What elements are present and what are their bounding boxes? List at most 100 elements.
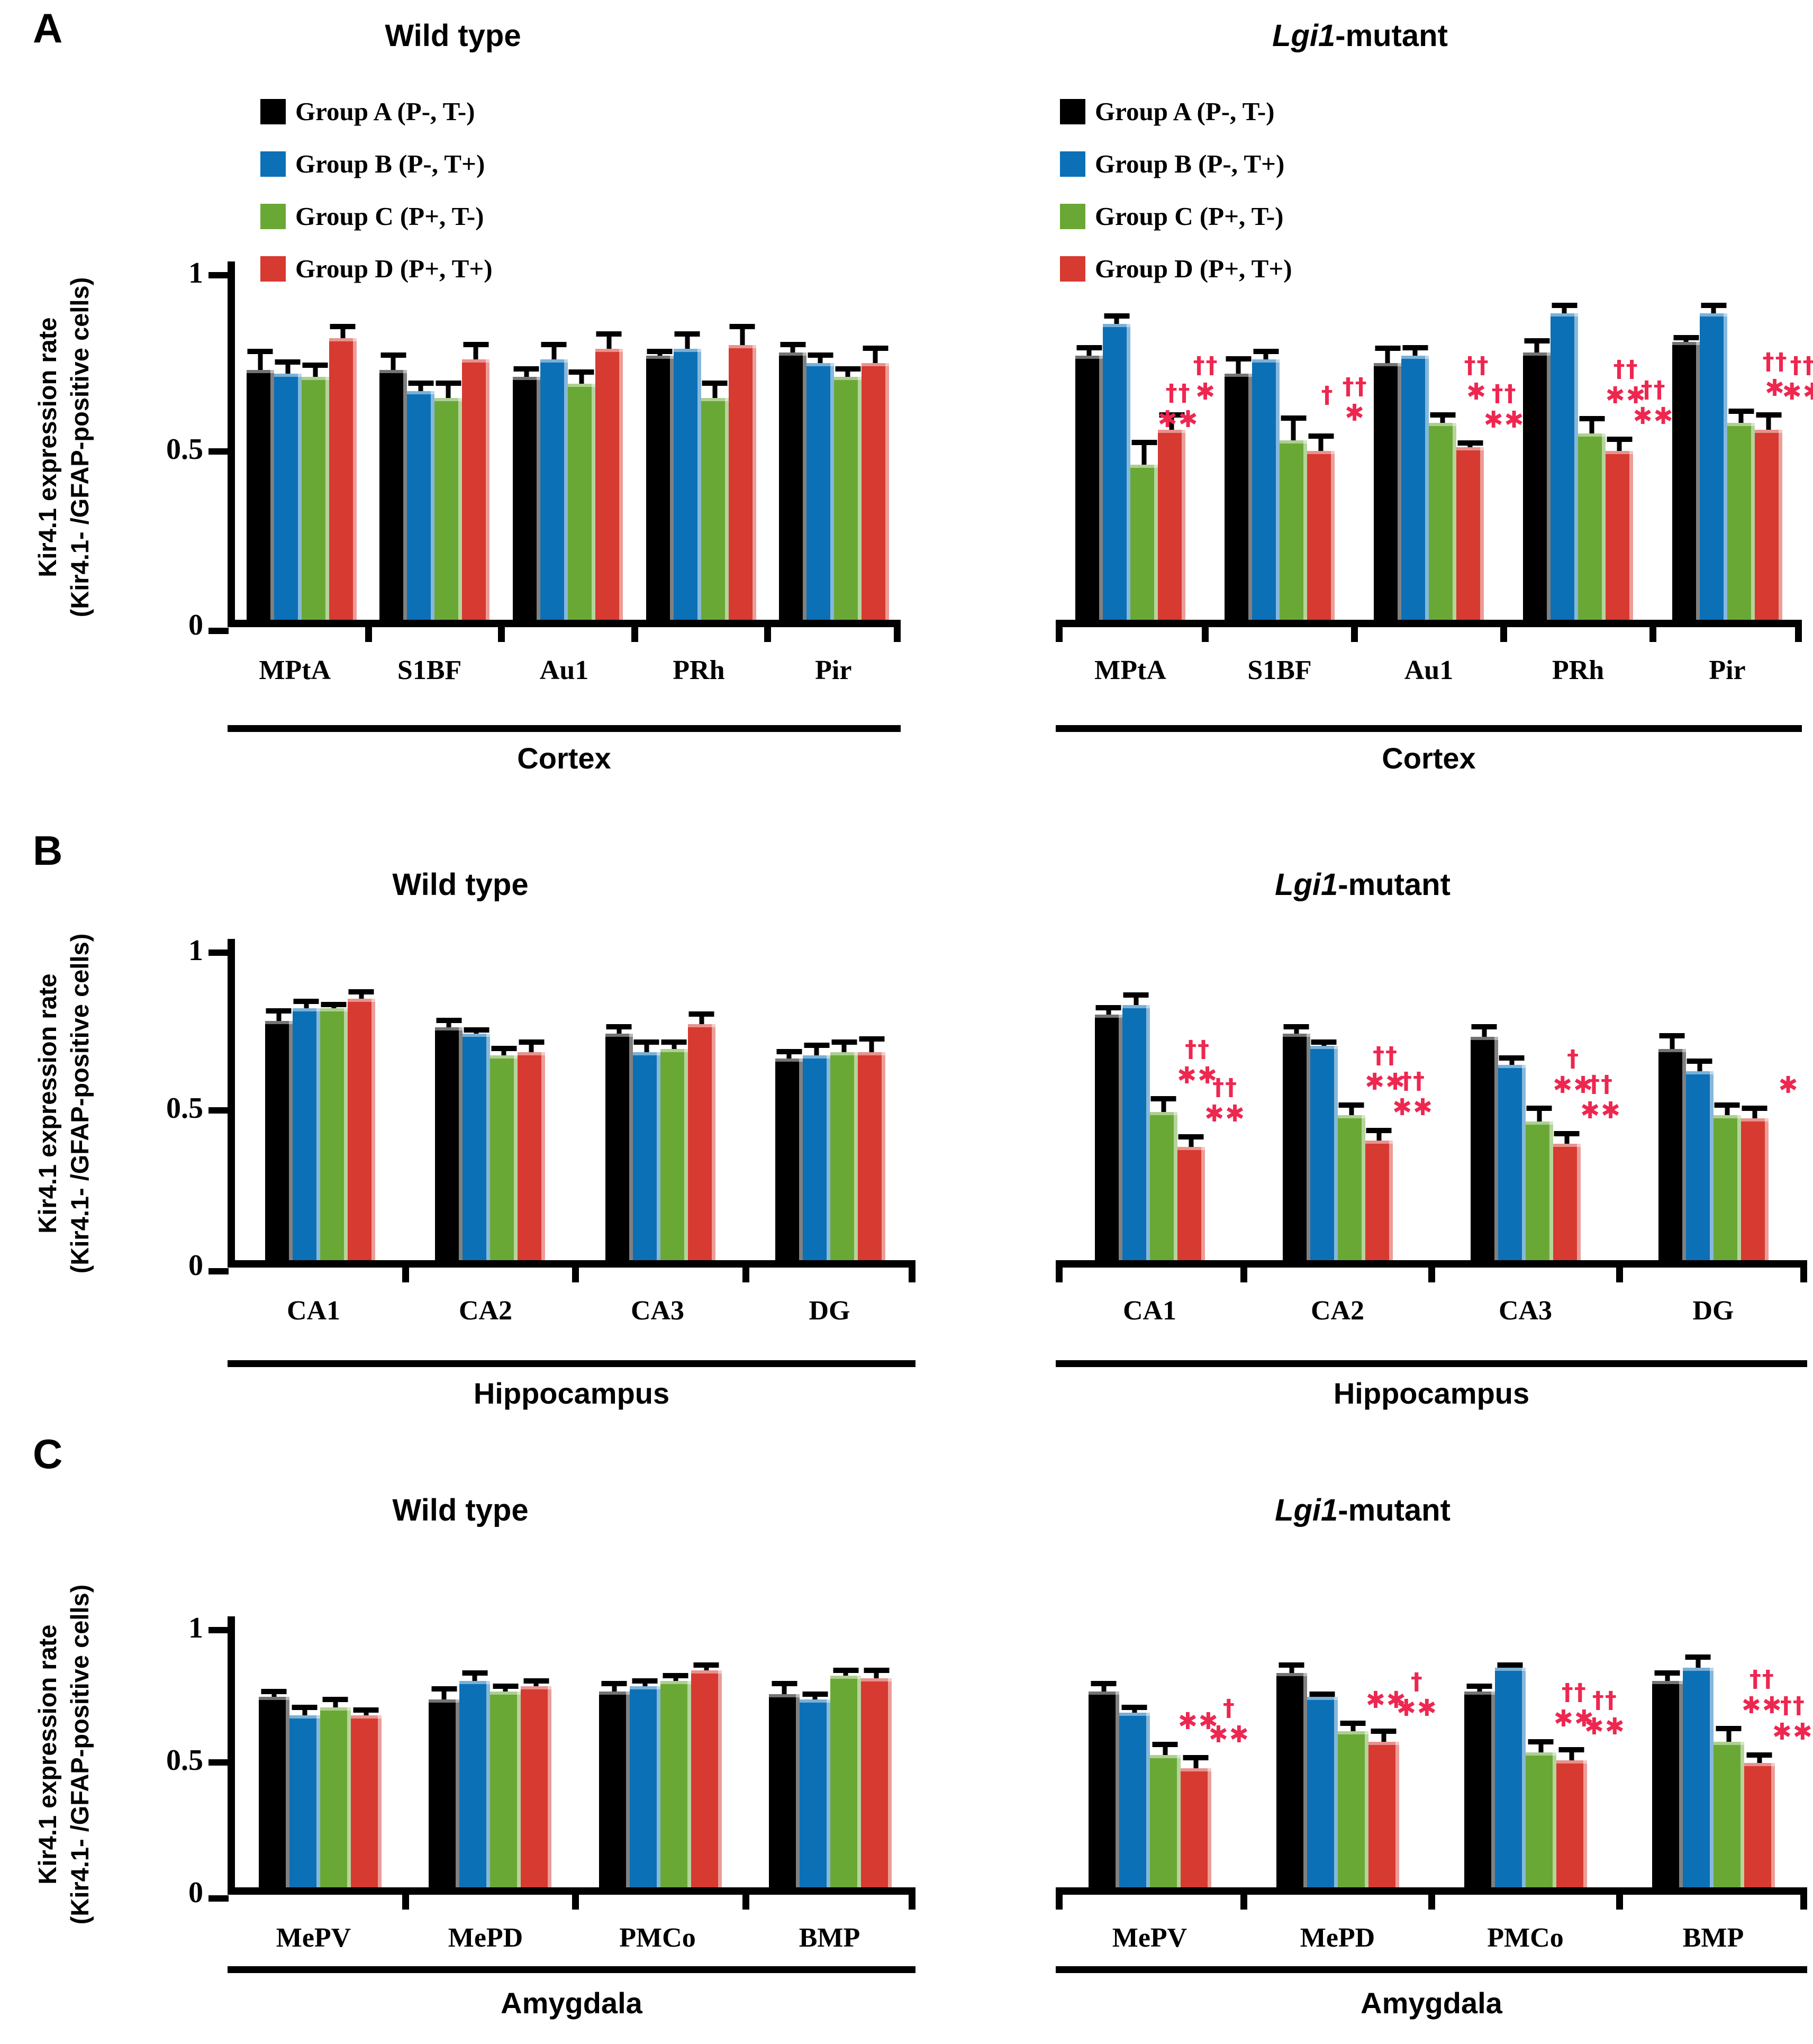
bar-prh-group-a [1523,338,1551,620]
bar-ca2-group-b [1310,1039,1338,1260]
category-group-pmco: †† ✱✱ †† ✱✱ [1431,1616,1625,1887]
error-bar [1169,412,1174,430]
bar-s1bf-group-a [379,352,407,620]
category-label-pmco: PMCo [1487,1923,1564,1953]
significance-symbol: ✱✱ [1483,406,1525,433]
significance-symbol: †† [1342,373,1368,401]
x-axis-end-tick [1056,1895,1063,1910]
significance-annotation: ††✱✱ [1565,1687,1645,1740]
error-bar [1537,1106,1542,1122]
panel-letter-a: A [33,5,63,51]
bar-bmp-group-d: †† ✱✱ [1744,1693,1812,1887]
error-bar [1141,440,1147,465]
y-axis-tick-label: 0.5 [166,1091,203,1125]
error-bar [1381,1729,1386,1742]
significance-symbol: ✱✱ [1553,1071,1594,1099]
region-underline [228,1966,915,1973]
significance-symbol: †† [1464,352,1490,379]
y-axis-tick [209,628,229,634]
error-bar [1482,1024,1486,1037]
bar-mepd-group-a [429,1686,460,1887]
error-bar [1562,303,1567,313]
y-axis-tick-label: 0 [188,1876,203,1909]
bar-dg-group-a [1658,1033,1686,1260]
significance-symbol: ✱✱ [1742,1692,1783,1719]
category-labels: CA1 CA2 CA3 DG [1056,1295,1807,1326]
chart-cortex-lgi1-mutant: Lgi1-mutant Group A (P-, T-) Group B (P-, … [1056,18,1813,778]
significance-annotation: ††✱✱ [1465,381,1544,433]
error-bar [1163,1742,1167,1755]
error-bar [642,1678,648,1686]
region-underline [1056,725,1802,732]
error-bar [1757,1752,1762,1763]
legend-swatch-group-c [1060,203,1085,229]
error-bar [579,369,584,384]
error-bar [1738,409,1744,423]
error-bar [1766,412,1771,430]
bar-ca1-group-c: †† ✱✱ [1149,1036,1217,1260]
significance-symbol: †† [1185,1036,1211,1063]
bar-pir-group-c: †† ✱ [1727,349,1787,620]
bar-au1-group-c [567,369,595,620]
bar-s1bf-group-b [407,381,435,620]
chart-title-part: -mutant [1335,19,1448,53]
error-bar [606,331,612,349]
region-underline [1056,1966,1807,1973]
error-bar [533,1678,539,1686]
significance-symbol: †† [1373,1042,1399,1070]
error-bar [340,324,346,338]
bar-au1-group-a [512,366,540,620]
plot-area: ✱✱ † ✱✱ ✱✱ † ✱✱ †† ✱✱ †† ✱✱ †† ✱✱ †† ✱✱ [1056,1616,1812,1910]
category-label-ca3: CA3 [1498,1296,1553,1326]
error-bar [1294,1024,1299,1034]
bar-cluster [599,1662,722,1887]
error-bar [1114,313,1119,324]
bar-s1bf-group-a [1225,356,1252,620]
significance-symbol: †† [1613,356,1639,383]
category-label-pir: Pir [815,655,852,685]
category-group-s1bf: † †† ✱ [1205,261,1367,620]
significance-symbol: ✱ [1765,374,1786,402]
error-bar [644,1039,649,1052]
error-bar [672,1039,677,1049]
significance-symbol: ✱✱ [1365,1068,1406,1096]
legend-item-group-c: Group C (P+, T-) [1060,201,1292,231]
bar-mpta-group-b [274,359,302,620]
x-axis-separator-tick [764,627,772,642]
bar-mepv-group-b [289,1705,320,1887]
error-bar [873,346,878,363]
error-bar [1696,1654,1700,1668]
legend-item-group-a: Group A (P-, T-) [1060,96,1292,126]
legend-label: Group D (P+, T+) [295,254,493,283]
bar-cluster: †† ✱✱ †† ✱✱ [1523,303,1673,620]
bar-ca1-group-b [1122,992,1150,1260]
bar-ca3-group-d [687,1011,715,1260]
significance-annotation: ✱ [1749,1072,1813,1098]
bar-mepd-group-c [490,1684,521,1887]
bar-cluster: † ✱✱ †† ✱✱ [1470,1024,1620,1260]
bar-pir-group-b [806,352,835,620]
error-bar [285,359,291,374]
bar-groups [235,1616,915,1887]
legend-label: Group D (P+, T+) [1095,254,1292,283]
category-label-mepd: MePD [448,1923,523,1953]
category-group-mpta [235,261,368,620]
chart-title: Wild type [116,1493,804,1528]
bar-cluster [246,324,357,620]
bar-groups [235,939,915,1260]
bar-cluster: ††✱††✱✱ [1672,303,1813,620]
category-group-mepd [405,1616,576,1887]
bar-ca1-group-d [347,989,375,1260]
y-axis-label-line1: Kir4.1 expression rate [33,1624,61,1885]
error-bar [1569,1747,1574,1760]
category-label-bmp: BMP [1682,1923,1744,1953]
chart-title-part: -mutant [1338,1493,1451,1527]
bar-au1-group-b [1401,345,1429,620]
x-axis-separator-tick [1500,627,1507,642]
bar-mepd-group-d [521,1678,552,1887]
bar-mepv-group-c [320,1697,351,1887]
significance-annotation: †† ✱ [1166,352,1246,405]
region-label: Amygdala [1361,1986,1502,2020]
error-bar [1086,345,1092,356]
bar-pmco-group-c [660,1673,691,1887]
